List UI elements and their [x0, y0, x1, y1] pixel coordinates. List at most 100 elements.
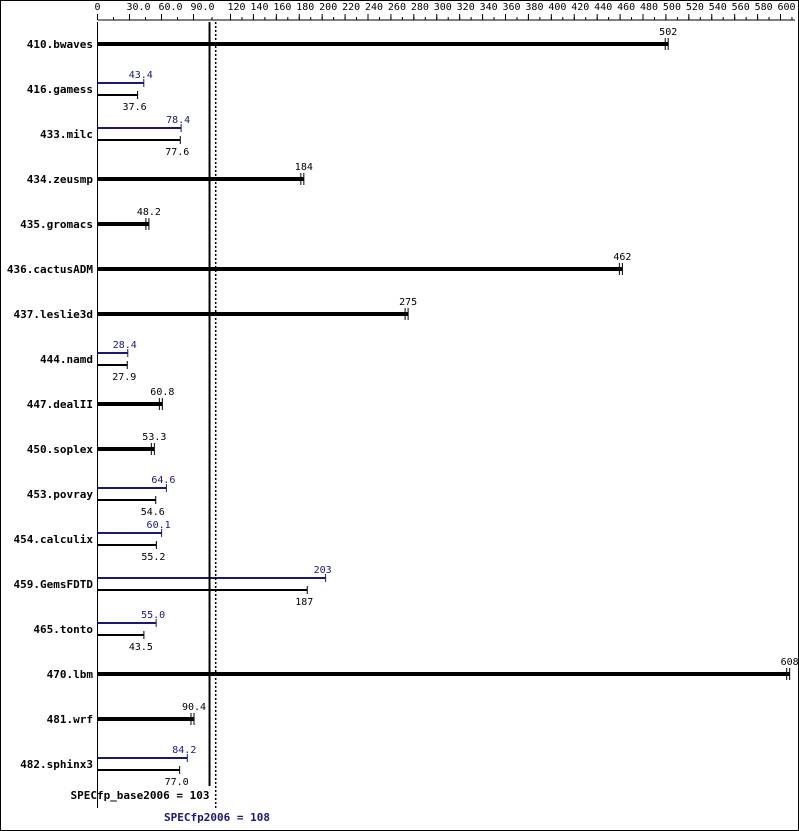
benchmark-label: 410.bwaves: [27, 38, 93, 51]
benchmark-row: 482.sphinx3 84.2 77.0: [20, 745, 196, 788]
base-bar: [97, 177, 304, 181]
base-bar: [97, 717, 194, 721]
x-tick-label: 60.0: [159, 2, 183, 13]
x-tick-label: 480: [640, 2, 658, 13]
x-tick-label: 30.0: [127, 2, 151, 13]
base-value-label: 55.2: [141, 552, 165, 563]
benchmark-row: 453.povray 64.6 54.6: [27, 475, 176, 518]
benchmark-row: 465.tonto 55.0 43.5: [33, 610, 165, 653]
base-value-label: 187: [295, 597, 313, 608]
x-tick-label: 0: [95, 2, 101, 13]
base-value-label: 462: [613, 252, 631, 263]
base-bar: [97, 222, 149, 226]
benchmark-row: 435.gromacs 48.2: [20, 207, 161, 231]
benchmark-label: 434.zeusmp: [27, 173, 94, 186]
benchmark-label: 459.GemsFDTD: [14, 578, 94, 591]
base-value-label: 184: [295, 162, 313, 173]
base-value-label: 27.9: [112, 372, 136, 383]
x-tick-label: 320: [457, 2, 475, 13]
x-tick-label: 200: [319, 2, 337, 13]
base-bar: [97, 42, 669, 46]
benchmark-label: 454.calculix: [14, 533, 94, 546]
x-axis: 0 30.0 60.0 90.0 120 140 160 180 200 220 240 260 280…: [95, 2, 796, 808]
bars: 410.bwaves 502 416.gamess 43.4 37.6 433.milc 7…: [7, 27, 799, 788]
x-tick-label: 300: [434, 2, 452, 13]
benchmark-label: 470.lbm: [47, 668, 94, 681]
base-value-label: 48.2: [137, 207, 161, 218]
benchmark-row: 470.lbm 608: [47, 657, 799, 681]
base-bar: [97, 267, 623, 271]
base-value-label: 77.6: [165, 147, 189, 158]
benchmark-row: 416.gamess 43.4 37.6: [27, 70, 153, 113]
peak-value-label: 60.1: [147, 520, 171, 531]
base-bar: [97, 312, 409, 316]
base-value-label: 502: [659, 27, 677, 38]
benchmark-label: 447.dealII: [27, 398, 93, 411]
x-tick-label: 500: [663, 2, 681, 13]
peak-mean-label: SPECfp2006 = 108: [164, 811, 270, 824]
x-tick-label: 240: [365, 2, 383, 13]
x-tick-label: 560: [732, 2, 750, 13]
x-tick-label: 180: [296, 2, 314, 13]
base-bar: [97, 402, 163, 406]
benchmark-row: 481.wrf 90.4: [47, 702, 206, 726]
base-value-label: 275: [399, 297, 417, 308]
x-tick-label: 580: [755, 2, 773, 13]
peak-value-label: 28.4: [113, 340, 137, 351]
x-tick-label: 260: [388, 2, 406, 13]
x-tick-label: 140: [250, 2, 268, 13]
benchmark-row: 454.calculix 60.1 55.2: [14, 520, 171, 563]
benchmark-label: 481.wrf: [47, 713, 93, 726]
peak-value-label: 43.4: [129, 70, 153, 81]
x-tick-label: 440: [594, 2, 612, 13]
base-value-label: 53.3: [142, 432, 166, 443]
benchmark-row: 444.namd 28.4 27.9: [40, 340, 137, 383]
base-value-label: 54.6: [141, 507, 165, 518]
x-tick-label: 90.0: [191, 2, 215, 13]
benchmark-label: 465.tonto: [33, 623, 93, 636]
benchmark-row: 450.soplex 53.3: [27, 432, 167, 456]
benchmark-row: 436.cactusADM 462: [7, 252, 632, 276]
x-tick-label: 340: [480, 2, 498, 13]
base-value-label: 77.0: [165, 777, 189, 788]
benchmark-row: 433.milc 78.4 77.6: [40, 115, 190, 158]
x-tick-label: 220: [342, 2, 360, 13]
x-tick-label: 380: [525, 2, 543, 13]
peak-value-label: 203: [314, 565, 332, 576]
x-tick-label: 120: [228, 2, 246, 13]
benchmark-row: 447.dealII 60.8: [27, 387, 175, 411]
x-tick-label: 420: [571, 2, 589, 13]
mean-lines: SPECfp_base2006 = 103 SPECfp2006 = 108: [70, 22, 270, 824]
x-tick-label: 160: [273, 2, 291, 13]
benchmark-label: 482.sphinx3: [20, 758, 93, 771]
base-bar: [97, 447, 155, 451]
benchmark-label: 444.namd: [40, 353, 93, 366]
benchmark-label: 437.leslie3d: [14, 308, 93, 321]
benchmark-label: 453.povray: [27, 488, 94, 501]
benchmark-row: 437.leslie3d 275: [14, 297, 418, 321]
x-tick-label: 600: [778, 2, 796, 13]
x-tick-label: 540: [709, 2, 727, 13]
base-bar: [97, 672, 790, 676]
benchmark-label: 433.milc: [40, 128, 93, 141]
x-tick-label: 400: [548, 2, 566, 13]
base-value-label: 43.5: [129, 642, 153, 653]
base-value-label: 37.6: [123, 102, 147, 113]
x-tick-label: 360: [503, 2, 521, 13]
benchmark-row: 410.bwaves 502: [27, 27, 677, 51]
peak-value-label: 55.0: [141, 610, 165, 621]
benchmark-label: 450.soplex: [27, 443, 94, 456]
benchmark-label: 436.cactusADM: [7, 263, 93, 276]
peak-value-label: 84.2: [172, 745, 196, 756]
base-mean-label: SPECfp_base2006 = 103: [70, 789, 209, 802]
benchmark-label: 435.gromacs: [20, 218, 93, 231]
base-value-label: 90.4: [182, 702, 206, 713]
benchmark-label: 416.gamess: [27, 83, 93, 96]
benchmark-row: 459.GemsFDTD 203 187: [14, 565, 332, 608]
x-tick-label: 280: [411, 2, 429, 13]
x-tick-label: 520: [686, 2, 704, 13]
benchmark-row: 434.zeusmp 184: [27, 162, 313, 186]
base-value-label: 60.8: [150, 387, 174, 398]
